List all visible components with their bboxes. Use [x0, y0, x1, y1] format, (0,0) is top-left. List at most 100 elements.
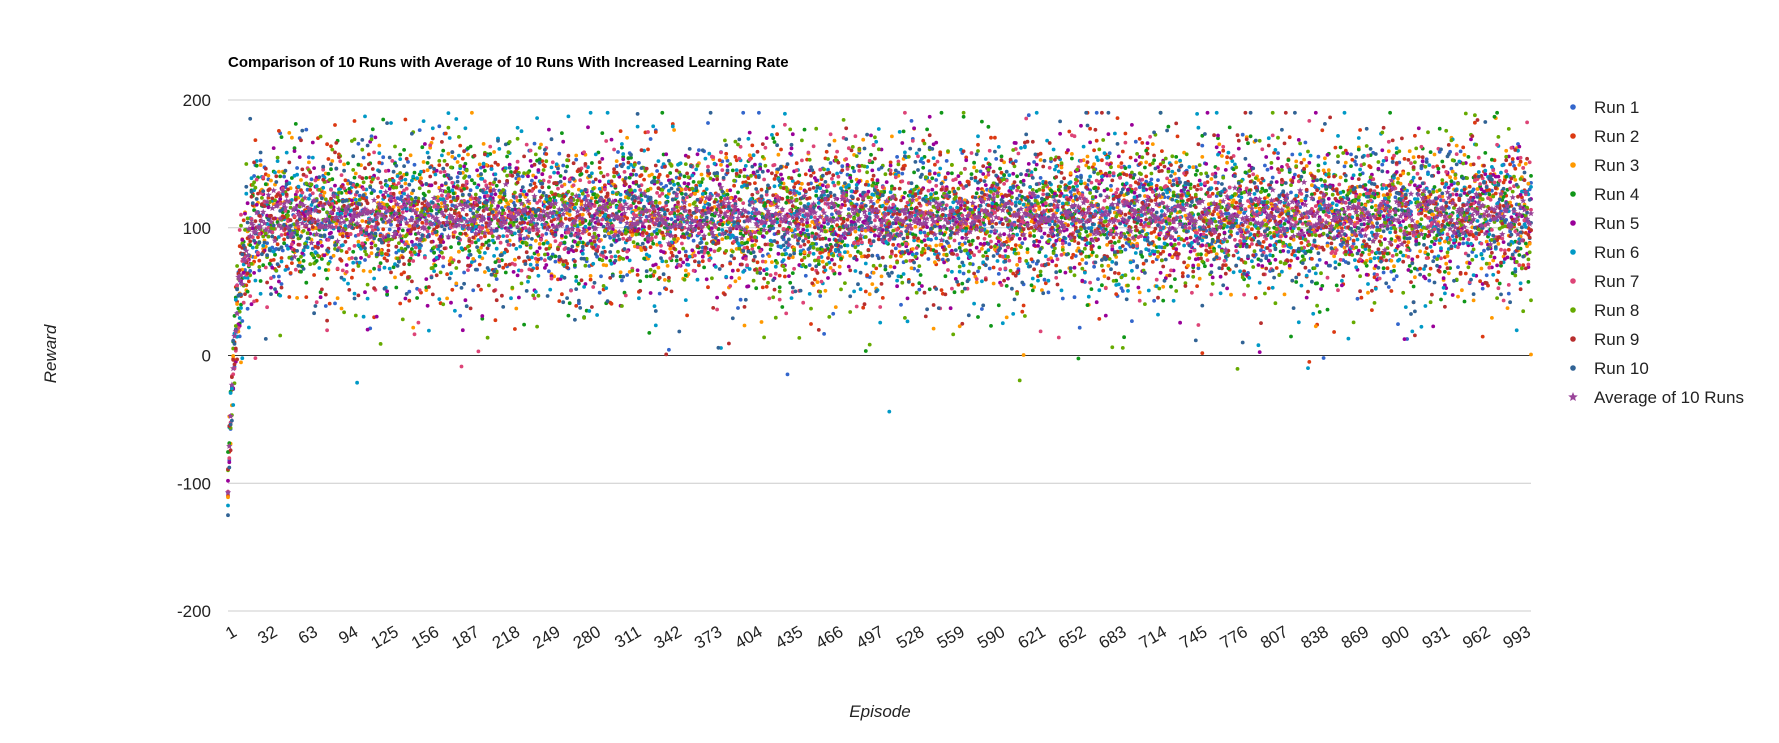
data-point — [914, 251, 919, 256]
data-point — [608, 235, 613, 240]
data-point — [940, 257, 945, 262]
data-point — [320, 257, 324, 261]
data-point — [888, 160, 893, 165]
data-point — [253, 255, 258, 260]
data-point — [1354, 162, 1359, 167]
data-point — [1080, 257, 1085, 262]
data-point — [1313, 110, 1318, 115]
data-point — [1410, 257, 1415, 262]
data-point — [573, 239, 577, 244]
data-point — [890, 134, 894, 139]
data-point — [1423, 213, 1428, 218]
data-point — [1517, 253, 1522, 257]
data-point — [483, 168, 487, 173]
data-point — [1173, 277, 1177, 281]
data-point — [1529, 174, 1533, 178]
data-point — [803, 172, 808, 177]
data-point — [1272, 151, 1276, 155]
data-point — [657, 201, 662, 205]
data-point — [708, 247, 713, 252]
data-point — [1079, 123, 1083, 128]
data-point — [1338, 175, 1343, 180]
data-point — [323, 304, 328, 308]
data-point — [1070, 156, 1074, 161]
data-point — [1021, 178, 1026, 183]
data-point — [356, 141, 361, 146]
data-point — [1136, 285, 1141, 290]
data-point — [1205, 110, 1210, 115]
data-point — [1513, 178, 1518, 182]
data-point — [609, 137, 614, 142]
data-point — [946, 171, 950, 176]
data-point — [857, 179, 862, 184]
data-point — [680, 187, 684, 192]
data-point — [552, 195, 556, 200]
data-point — [1077, 325, 1082, 330]
data-point — [746, 176, 751, 181]
data-point — [1089, 247, 1094, 252]
data-point — [618, 270, 623, 275]
data-point — [790, 132, 795, 137]
data-point — [934, 191, 939, 195]
data-point — [759, 320, 764, 324]
data-point — [271, 146, 276, 151]
series-1 — [226, 110, 1533, 495]
data-point — [1071, 252, 1076, 257]
data-point — [297, 155, 302, 160]
data-point — [661, 250, 666, 255]
data-point — [1173, 238, 1177, 242]
data-point — [655, 169, 659, 173]
data-point — [441, 148, 446, 153]
data-point — [378, 261, 383, 265]
data-point — [590, 196, 594, 201]
data-point — [1510, 157, 1515, 161]
data-point — [777, 273, 782, 278]
data-point — [916, 268, 920, 273]
data-point — [257, 258, 262, 263]
data-point — [1200, 155, 1205, 159]
data-point — [1144, 174, 1149, 179]
data-point — [1024, 173, 1029, 177]
data-point — [1355, 296, 1360, 301]
data-point — [972, 160, 976, 165]
data-point — [369, 134, 374, 139]
data-point — [1084, 163, 1089, 168]
data-point — [1386, 149, 1391, 154]
data-point — [266, 173, 271, 178]
data-point — [620, 145, 624, 150]
data-point — [511, 270, 516, 274]
data-point — [909, 266, 914, 270]
data-point — [802, 250, 807, 255]
data-point — [483, 270, 487, 274]
data-point — [625, 255, 629, 260]
data-point — [1428, 266, 1433, 271]
data-point — [870, 177, 875, 182]
data-point — [1364, 272, 1369, 277]
data-point — [547, 269, 551, 274]
data-point — [647, 331, 652, 335]
data-point — [996, 272, 1001, 276]
data-point — [901, 195, 906, 200]
data-point — [425, 168, 430, 173]
data-point — [1070, 152, 1074, 156]
data-point — [604, 263, 609, 268]
data-point — [1450, 234, 1455, 239]
data-point — [532, 141, 537, 146]
data-point — [1235, 224, 1240, 229]
data-point — [933, 260, 937, 265]
data-point — [1150, 260, 1155, 264]
data-point — [1152, 229, 1156, 234]
data-point — [802, 127, 807, 132]
data-point — [1523, 241, 1528, 246]
data-point — [1119, 286, 1124, 290]
data-point — [487, 238, 491, 243]
data-point — [1270, 175, 1275, 180]
data-point — [909, 206, 914, 211]
data-point — [1526, 181, 1531, 186]
data-point — [635, 273, 640, 277]
data-point — [1106, 263, 1111, 268]
data-point — [403, 296, 408, 301]
data-point — [1496, 270, 1501, 274]
data-point — [892, 265, 897, 270]
data-point — [423, 193, 427, 198]
